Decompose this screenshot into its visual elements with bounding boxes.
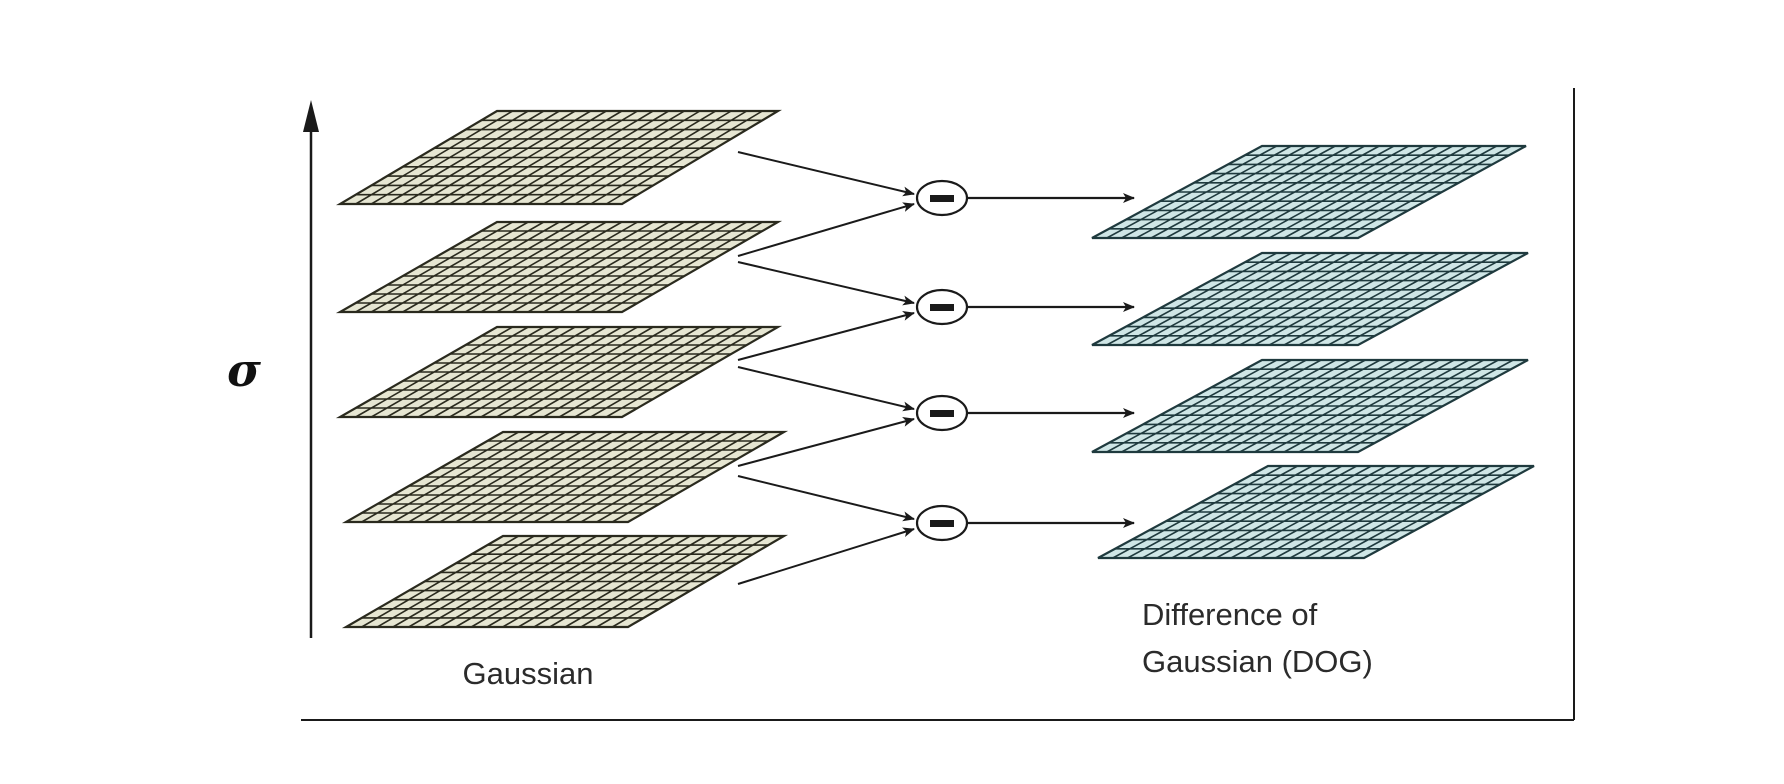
gaussian-layer (341, 430, 789, 524)
gaussian-layer (341, 534, 789, 629)
minus-operator (915, 288, 969, 326)
gaussian-layer-stack (335, 109, 789, 629)
arrow-into-operator (737, 475, 915, 522)
subtraction-operators (915, 179, 969, 542)
sigma-symbol: σ (227, 343, 261, 397)
minus-sign (930, 195, 954, 202)
dog-label-line-1: Difference of (1142, 597, 1318, 632)
dog-layer (1091, 358, 1529, 454)
gaussian-layer (335, 109, 782, 206)
dog-label-line-2: Gaussian (DOG) (1142, 644, 1373, 679)
arrow-into-operator (737, 261, 915, 306)
minus-operator (915, 504, 969, 542)
sigma-axis-arrowhead (303, 100, 319, 132)
arrow-into-operator (737, 202, 915, 257)
dog-layer-stack (1091, 144, 1535, 560)
gaussian-label: Gaussian (463, 656, 594, 691)
gaussian-layer (335, 220, 783, 314)
arrow-into-operator (737, 527, 915, 585)
arrow-into-operator (737, 417, 915, 467)
minus-sign (930, 520, 954, 527)
subtraction-arrows (737, 151, 1135, 585)
arrow-into-operator (737, 311, 915, 361)
gaussian-layer (335, 325, 783, 419)
dog-layer (1091, 144, 1527, 240)
dog-layer (1091, 251, 1529, 347)
minus-sign (930, 304, 954, 311)
dog-layer (1097, 464, 1535, 560)
minus-operator (915, 394, 969, 432)
arrow-into-operator (737, 366, 915, 412)
arrow-into-operator (737, 151, 915, 197)
minus-operator (915, 179, 969, 217)
minus-sign (930, 410, 954, 417)
